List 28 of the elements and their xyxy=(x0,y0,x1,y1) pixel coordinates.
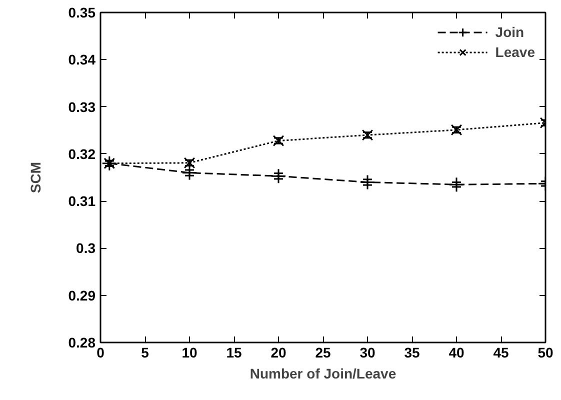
x-tick-label: 45 xyxy=(493,344,509,360)
point xyxy=(270,168,286,184)
x-tick-label: 35 xyxy=(404,344,420,360)
legend-label: Join xyxy=(495,24,524,40)
y-tick-label: 0.35 xyxy=(68,4,96,20)
y-tick-label: 0.33 xyxy=(68,98,96,115)
y-tick-label: 0.28 xyxy=(68,334,96,350)
y-tick-label: 0.3 xyxy=(76,240,96,256)
x-tick-label: 50 xyxy=(538,344,554,360)
point xyxy=(184,157,196,169)
y-axis-title: SCM xyxy=(27,162,44,194)
x-tick-label: 40 xyxy=(448,344,464,360)
x-tick-label: 10 xyxy=(182,344,198,360)
y-tick-label: 0.29 xyxy=(68,287,96,304)
x-tick-label: 5 xyxy=(141,344,150,360)
x-tick-label: 25 xyxy=(315,344,331,360)
x-tick-label: 15 xyxy=(226,344,242,360)
y-tick-label: 0.34 xyxy=(68,52,96,68)
x-tick-label: 20 xyxy=(270,344,286,360)
x-tick-label: 30 xyxy=(360,344,376,360)
point xyxy=(360,174,376,190)
point xyxy=(448,176,464,192)
x-tick-label: 0 xyxy=(96,344,105,360)
y-tick-label: 0.31 xyxy=(68,193,96,210)
x-axis-title: Number of Join/Leave xyxy=(250,366,396,382)
y-tick-label: 0.32 xyxy=(68,146,96,162)
point xyxy=(450,124,462,136)
legend-label: Leave xyxy=(495,44,535,60)
